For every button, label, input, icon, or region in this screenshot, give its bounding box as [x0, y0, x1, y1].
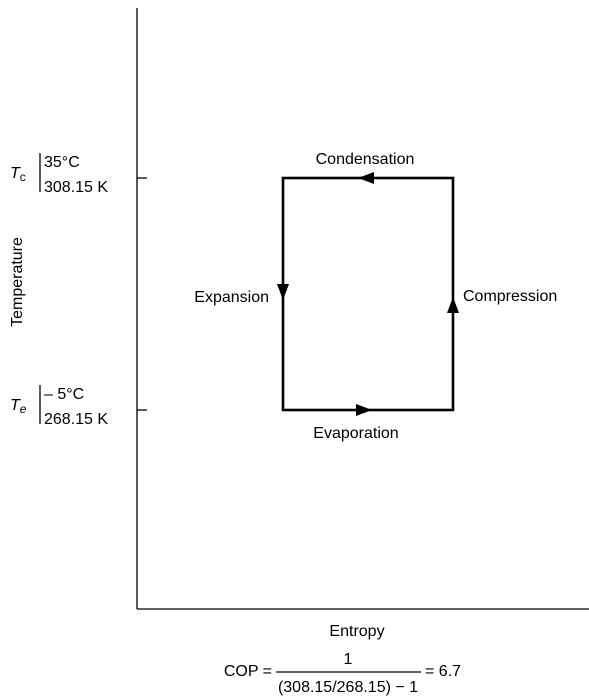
x-axis-label: Entropy [329, 623, 384, 640]
y-axis-label: Temperature [9, 237, 26, 327]
process-label: Expansion [194, 289, 269, 306]
arrow [447, 297, 459, 313]
symbol: T [10, 165, 21, 182]
denominator: (308.15/268.15) − 1 [278, 679, 418, 696]
process-label: Compression [463, 288, 557, 305]
subscript: c [20, 170, 26, 184]
level-symbol: Te [10, 397, 27, 416]
cycle [281, 176, 455, 412]
formula-lhs: COP = [224, 663, 272, 680]
process-label: Condensation [316, 151, 415, 168]
level-symbol: Tc [10, 165, 26, 184]
arrow [356, 404, 372, 416]
formula-result: = 6.7 [425, 663, 461, 680]
symbol: T [10, 397, 21, 414]
numerator: 1 [344, 651, 353, 668]
kelvin: 268.15 K [44, 411, 108, 428]
celsius: 35°C [44, 154, 80, 171]
arrow [277, 284, 289, 300]
subscript: e [20, 402, 27, 416]
kelvin: 308.15 K [44, 179, 108, 196]
process-label: Evaporation [313, 425, 398, 442]
celsius: – 5°C [44, 386, 84, 403]
arrow [358, 172, 374, 184]
